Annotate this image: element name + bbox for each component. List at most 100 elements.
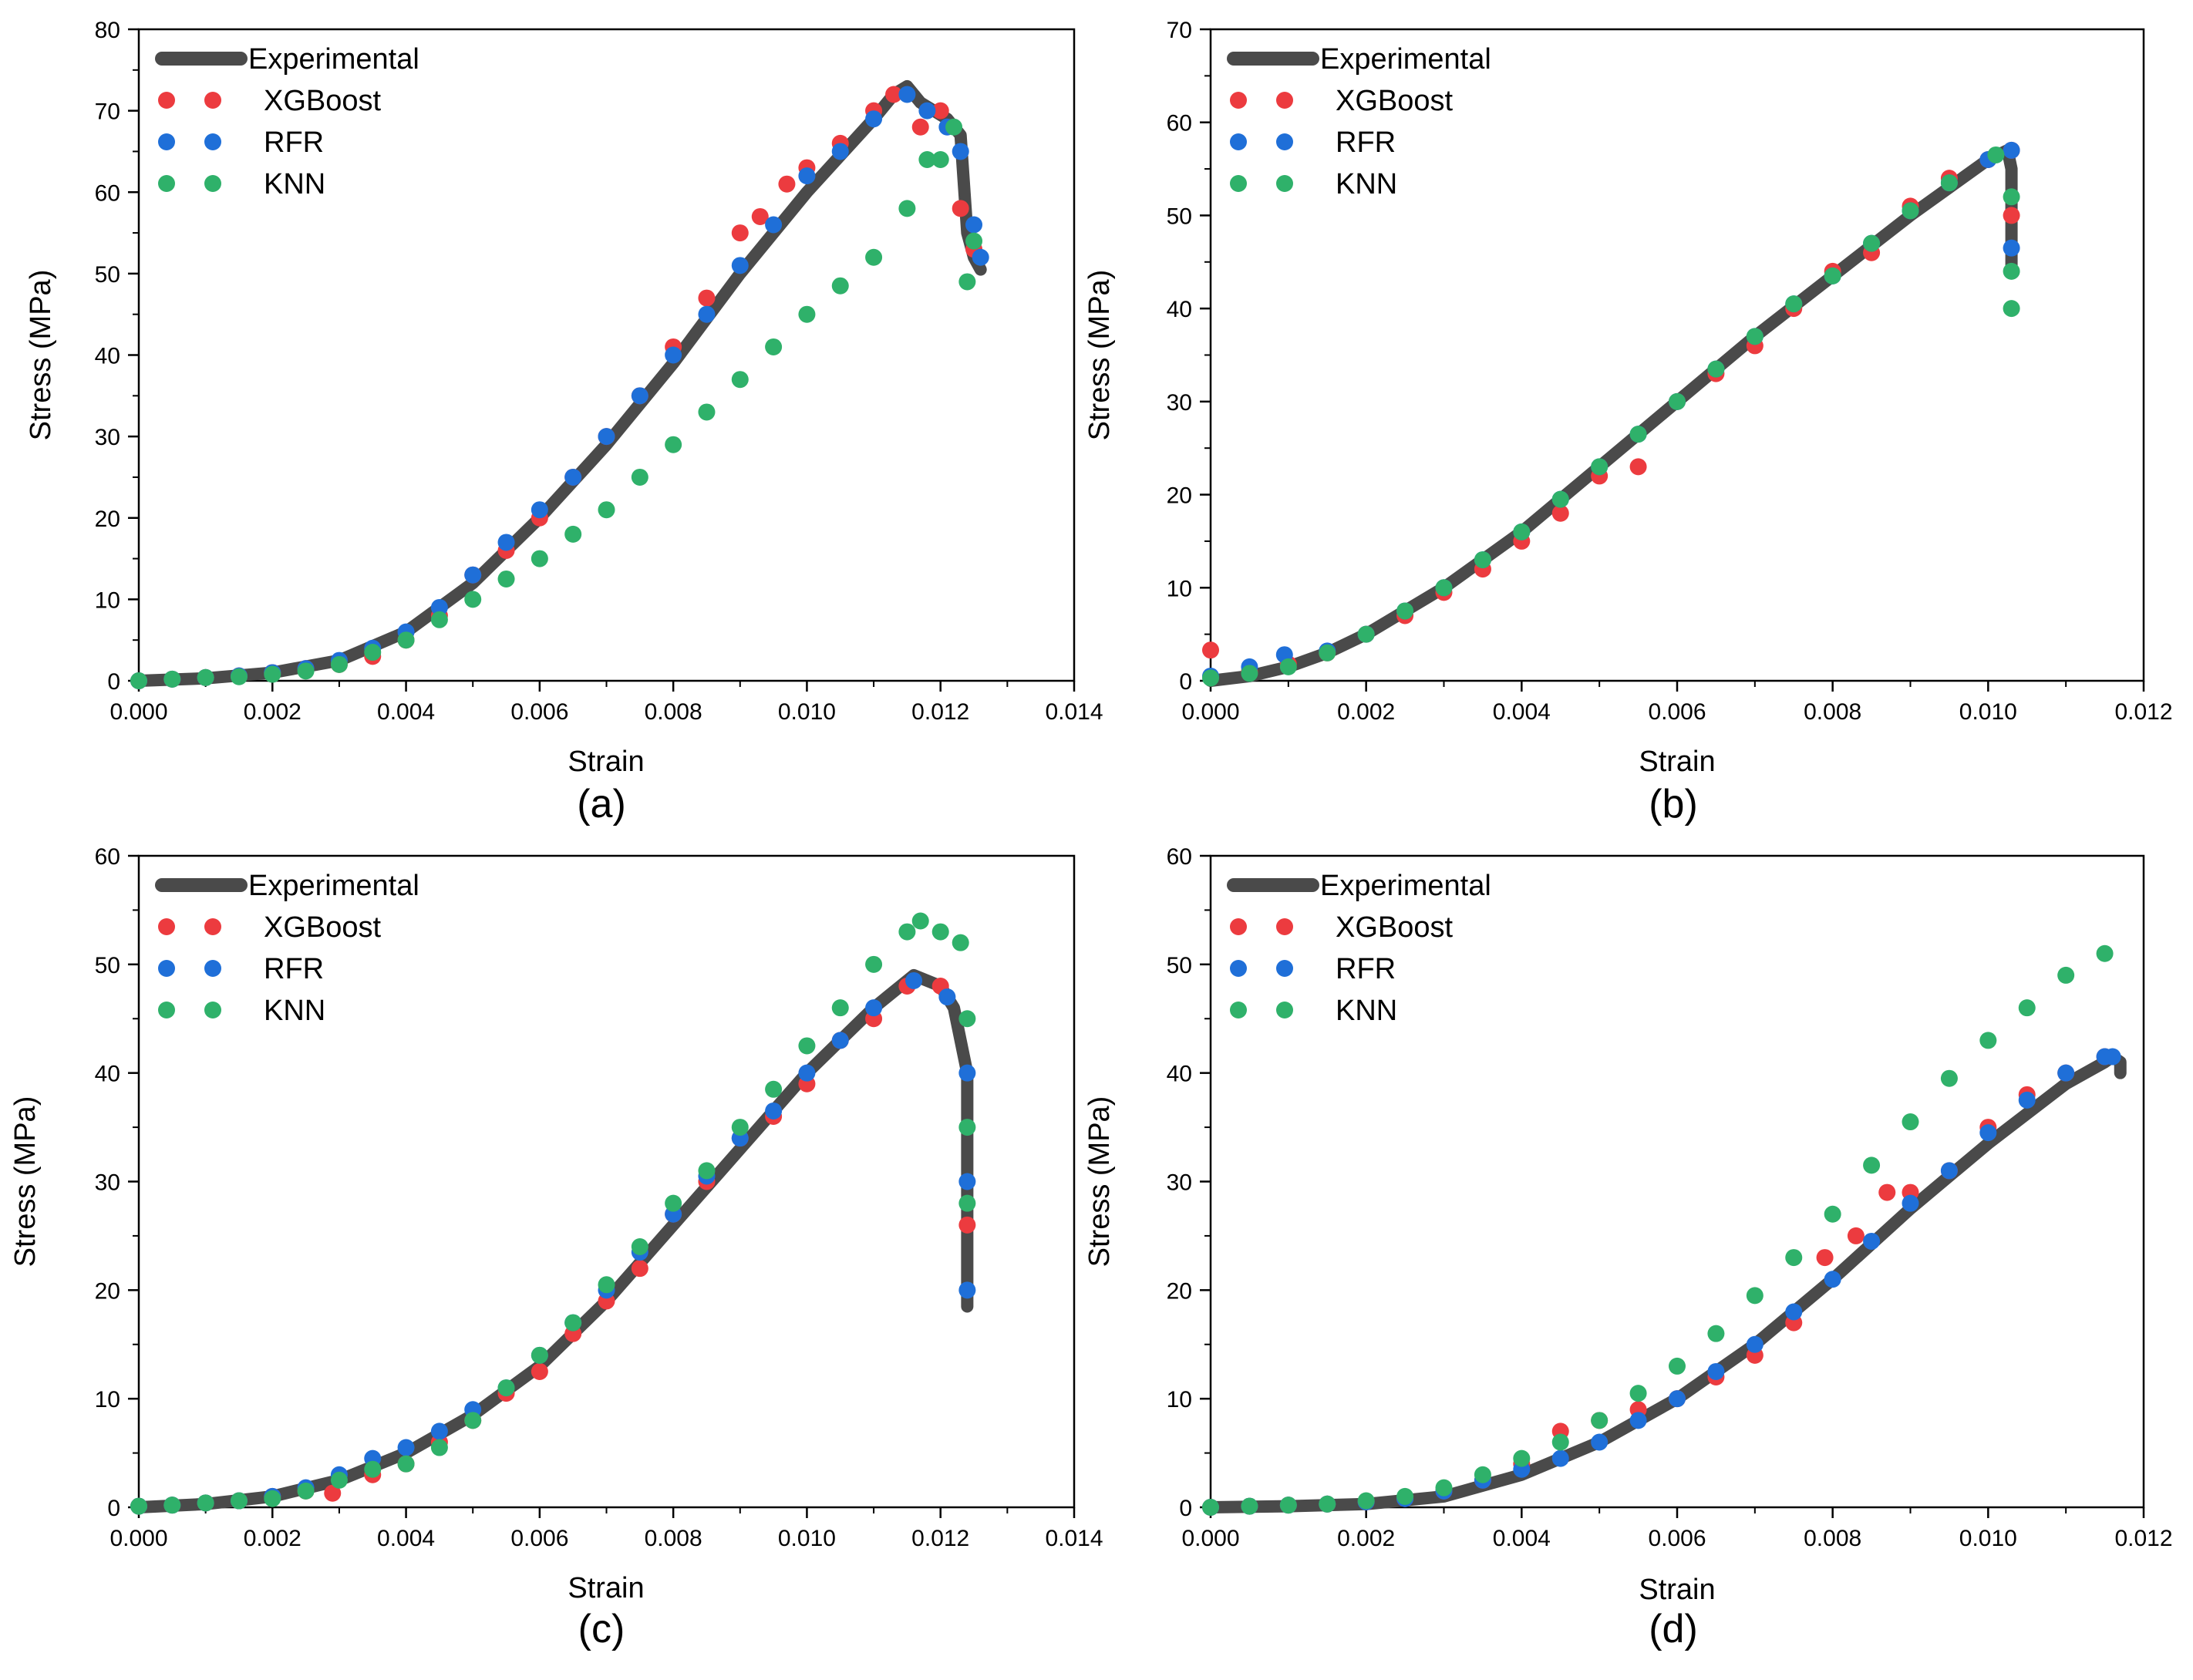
data-point [778, 175, 796, 193]
y-tick-label: 10 [1167, 576, 1192, 601]
series-points-knn [130, 912, 976, 1515]
data-point [1669, 1390, 1686, 1408]
data-point [1902, 1194, 1919, 1212]
legend-label: KNN [1336, 168, 1397, 200]
y-tick-label: 50 [1167, 204, 1192, 229]
data-point [1474, 1466, 1491, 1483]
data-point [905, 971, 923, 989]
y-tick-label: 50 [95, 262, 120, 288]
data-point [2003, 262, 2020, 280]
data-point [931, 102, 949, 120]
series-points-xgboost [130, 86, 983, 689]
data-point [865, 999, 883, 1017]
x-tick-label: 0.012 [911, 699, 969, 725]
legend-label: XGBoost [1336, 85, 1454, 117]
series-points-xgboost [1202, 1048, 2114, 1516]
data-point [397, 1439, 415, 1456]
y-tick-label: 40 [1167, 1062, 1192, 1087]
data-point [751, 207, 769, 225]
legend-marker [158, 960, 175, 977]
data-point [1513, 523, 1531, 540]
data-point [911, 912, 929, 930]
legend-marker [158, 918, 175, 935]
data-point [130, 1497, 147, 1515]
data-point [918, 102, 936, 120]
legend-label: Experimental [248, 870, 419, 902]
data-point [464, 591, 482, 608]
x-tick-label: 0.004 [1493, 699, 1551, 725]
legend-marker [1276, 92, 1293, 109]
x-tick-label: 0.000 [109, 699, 167, 725]
data-point [531, 1346, 548, 1364]
x-tick-label: 0.014 [1045, 1526, 1103, 1551]
data-point [297, 1482, 315, 1500]
legend-marker [1230, 175, 1247, 192]
data-point [958, 273, 976, 291]
data-point [938, 988, 956, 1006]
legend-label: RFR [1336, 126, 1396, 159]
data-point [197, 1494, 214, 1512]
data-point [1319, 644, 1336, 662]
legend-label: KNN [264, 168, 325, 200]
data-point [958, 1010, 976, 1028]
x-tick-label: 0.008 [1804, 699, 1861, 725]
panel-label: (a) [577, 782, 626, 827]
legend-marker [1276, 133, 1293, 150]
data-point [865, 248, 883, 266]
data-point [2003, 207, 2020, 224]
x-tick-label: 0.012 [911, 1526, 969, 1551]
data-point [397, 1455, 415, 1473]
data-point [1785, 1249, 1803, 1267]
x-tick-label: 0.008 [1804, 1526, 1861, 1551]
data-point [865, 110, 883, 128]
x-tick-label: 0.002 [1337, 699, 1395, 725]
data-point [1435, 1479, 1453, 1497]
data-point [1902, 202, 1919, 220]
legend-marker [158, 133, 175, 150]
data-point [1707, 360, 1725, 378]
data-point [1202, 641, 1219, 659]
data-point [972, 248, 989, 266]
y-tick-label: 0 [1179, 1496, 1192, 1521]
legend-marker [1276, 175, 1293, 192]
legend-marker [158, 92, 175, 109]
y-axis-label: Stress (MPa) [25, 270, 57, 441]
y-axis-label: Stress (MPa) [9, 1096, 42, 1268]
data-point [1435, 579, 1453, 597]
data-point [1707, 1362, 1725, 1380]
x-axis-label: Strain [568, 1572, 644, 1604]
x-tick-label: 0.006 [1648, 1526, 1706, 1551]
legend-label: XGBoost [1336, 911, 1454, 944]
data-point [1357, 1492, 1375, 1510]
data-point [397, 631, 415, 649]
data-point [1591, 458, 1609, 476]
data-point [731, 257, 749, 274]
data-point [898, 923, 916, 941]
data-point [698, 305, 716, 323]
data-point [1279, 1497, 1297, 1514]
data-point [1824, 1205, 1841, 1223]
y-tick-label: 20 [1167, 1278, 1192, 1304]
legend-label: XGBoost [264, 911, 382, 944]
data-point [430, 1422, 448, 1440]
data-point [665, 346, 682, 364]
data-point [1707, 1325, 1725, 1342]
legend-label: Experimental [1320, 43, 1491, 76]
legend-label: RFR [264, 953, 324, 985]
legend-marker [204, 175, 221, 192]
x-tick-label: 0.002 [1337, 1526, 1395, 1551]
data-point [958, 1194, 976, 1212]
data-point [698, 289, 716, 307]
x-tick-label: 0.000 [1181, 699, 1239, 725]
x-tick-label: 0.006 [1648, 699, 1706, 725]
data-point [163, 1497, 181, 1514]
legend: Experimental XGBoost RFR KNN [1227, 43, 1491, 200]
legend-marker [204, 1002, 221, 1018]
data-point [1396, 1487, 1414, 1505]
data-point [765, 338, 783, 355]
data-point [430, 598, 448, 616]
data-point [1902, 1113, 1919, 1131]
data-point [898, 86, 916, 103]
legend-label: KNN [1336, 995, 1397, 1027]
data-point [1816, 1249, 1834, 1267]
